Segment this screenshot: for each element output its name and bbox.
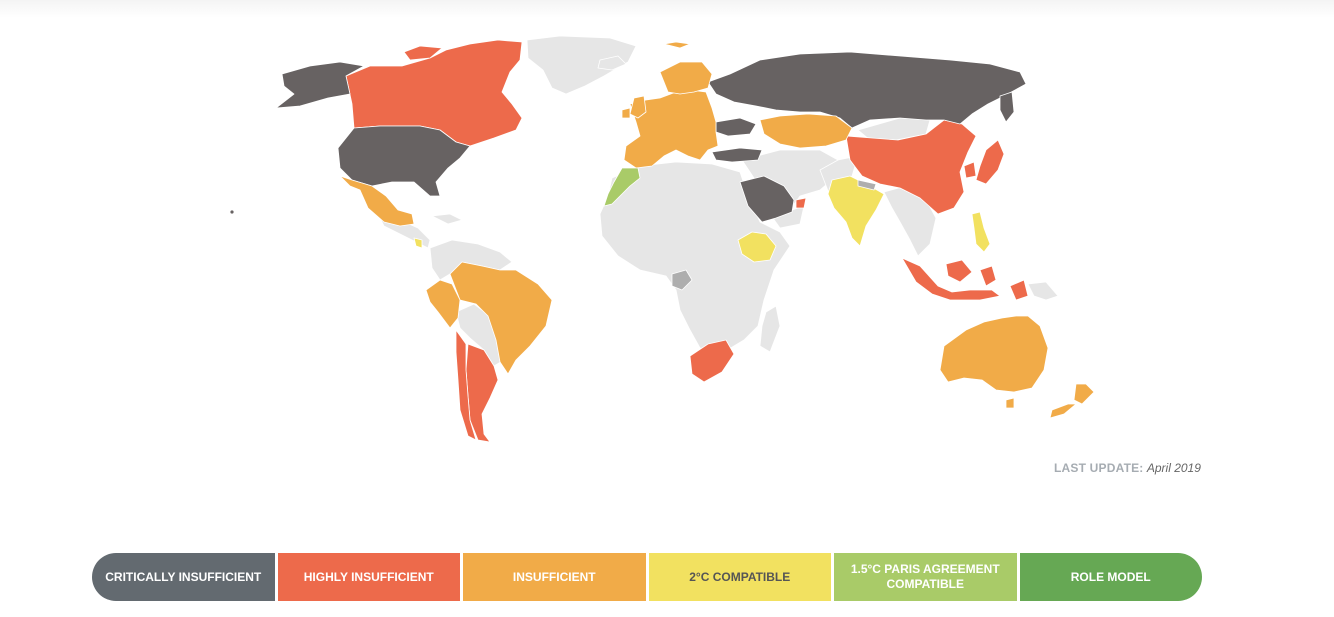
legend-critically-insufficient[interactable]: CRITICALLY INSUFFICIENT (92, 553, 278, 601)
legend-label: ROLE MODEL (1070, 569, 1151, 584)
rating-legend: CRITICALLY INSUFFICIENT HIGHLY INSUFFICI… (92, 553, 1202, 601)
insufficient-countries (339, 41, 1095, 419)
legend-highly-insufficient[interactable]: HIGHLY INSUFFICIENT (277, 553, 463, 601)
legend-label: CRITICALLY INSUFFICIENT (105, 569, 262, 584)
legend-1-5c-compatible[interactable]: 1.5°C PARIS AGREEMENT COMPATIBLE (834, 553, 1020, 601)
legend-role-model[interactable]: ROLE MODEL (1019, 553, 1202, 601)
last-update: LAST UPDATE: April 2019 (1054, 461, 1201, 475)
highly-insufficient-countries (345, 39, 1029, 443)
world-map (230, 35, 1095, 443)
page-header-strip (0, 0, 1334, 18)
last-update-label: LAST UPDATE: (1054, 461, 1144, 475)
last-update-value: April 2019 (1146, 461, 1201, 475)
legend-label: 2°C COMPATIBLE (689, 569, 791, 584)
legend-label: HIGHLY INSUFFICIENT (303, 569, 434, 584)
two-degree-compatible-countries (413, 175, 991, 263)
critically-insufficient-countries (275, 51, 1027, 223)
legend-insufficient[interactable]: INSUFFICIENT (463, 553, 649, 601)
not-assessed-countries (671, 179, 877, 291)
legend-2c-compatible[interactable]: 2°C COMPATIBLE (648, 553, 834, 601)
hawaii-dot (230, 210, 234, 214)
legend-label: INSUFFICIENT (512, 569, 596, 584)
one-point-five-compatible-countries (603, 167, 641, 207)
unrated-countries (379, 35, 1059, 367)
legend-label: 1.5°C PARIS AGREEMENT COMPATIBLE (850, 562, 1000, 591)
